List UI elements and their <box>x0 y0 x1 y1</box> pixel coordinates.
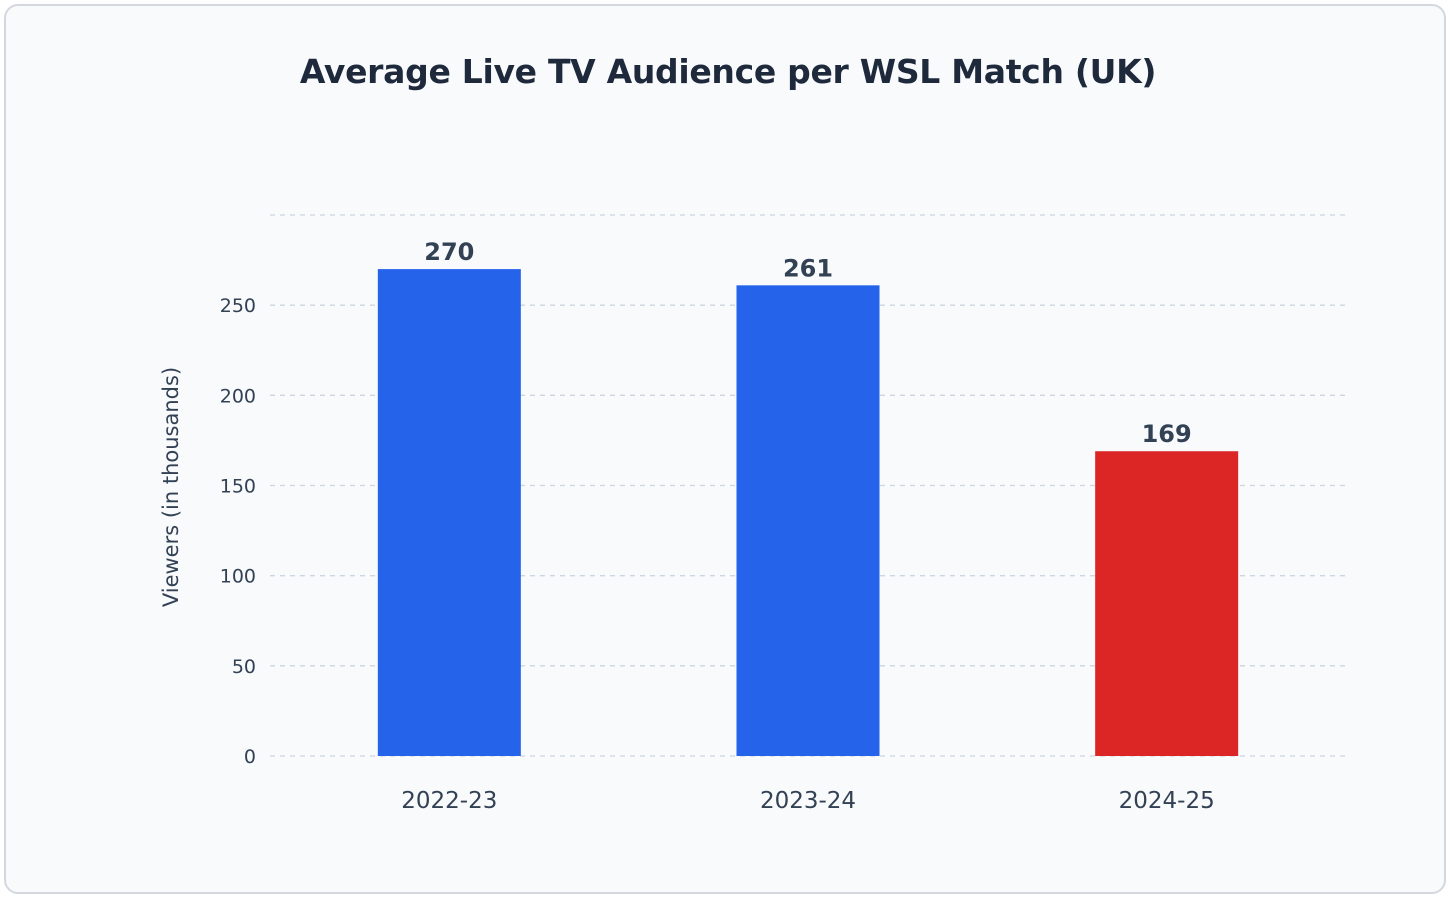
bar-value-label: 261 <box>783 254 833 282</box>
y-tick-label: 50 <box>232 656 256 678</box>
bar-value-label: 270 <box>424 238 474 266</box>
x-category-label: 2024-25 <box>1119 788 1215 814</box>
y-tick-label: 100 <box>220 566 256 588</box>
y-axis-title: Viewers (in thousands) <box>159 367 183 607</box>
y-tick-label: 250 <box>220 295 256 317</box>
y-tick-label: 200 <box>220 385 256 407</box>
bar-value-label: 169 <box>1142 420 1192 448</box>
x-category-label: 2023-24 <box>760 788 856 814</box>
bar-2023-24 <box>736 285 880 756</box>
bar-2024-25 <box>1095 451 1239 756</box>
x-category-label: 2022-23 <box>401 788 497 814</box>
y-tick-label: 0 <box>244 746 256 768</box>
y-tick-label: 150 <box>220 476 256 498</box>
chart-title: Average Live TV Audience per WSL Match (… <box>299 52 1157 91</box>
bar-2022-23 <box>377 269 521 756</box>
